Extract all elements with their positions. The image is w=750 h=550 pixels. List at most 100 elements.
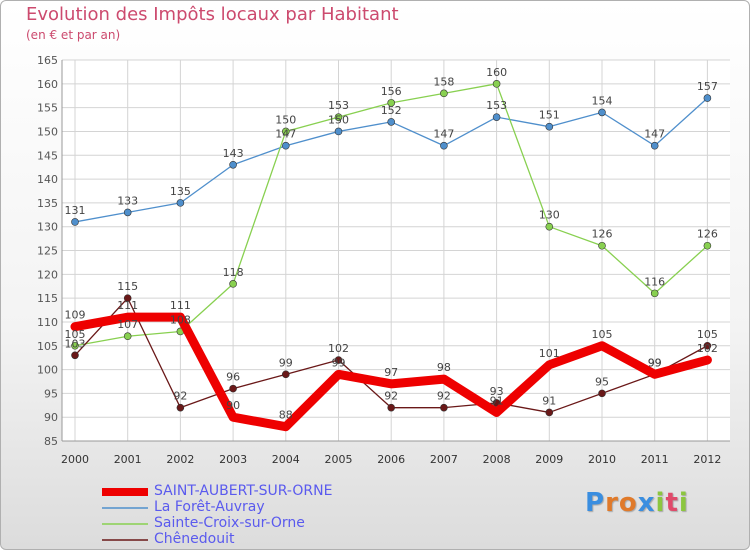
data-point bbox=[492, 80, 501, 88]
data-label: 101 bbox=[539, 347, 560, 360]
data-point bbox=[176, 199, 185, 207]
data-point bbox=[123, 332, 132, 341]
data-point bbox=[545, 122, 554, 131]
legend-label: Chênedouit bbox=[154, 531, 235, 547]
y-tick-label: 145 bbox=[37, 149, 58, 162]
data-label: 115 bbox=[117, 280, 138, 293]
y-tick-label: 120 bbox=[37, 268, 58, 281]
x-tick-label: 2010 bbox=[588, 453, 616, 466]
logo-letter: i bbox=[678, 488, 689, 518]
legend-item: SAINT-AUBERT-SUR-ORNE bbox=[100, 483, 360, 500]
series-line-0 bbox=[70, 312, 712, 432]
legend-label: SAINT-AUBERT-SUR-ORNE bbox=[154, 483, 333, 499]
data-label: 156 bbox=[381, 85, 402, 98]
data-point bbox=[598, 241, 606, 250]
y-tick-label: 100 bbox=[37, 364, 58, 377]
data-label: 91 bbox=[490, 394, 504, 407]
data-label: 96 bbox=[226, 371, 240, 384]
data-point bbox=[334, 113, 343, 121]
chart-subtitle: (en € et par an) bbox=[26, 28, 121, 42]
data-label: 95 bbox=[595, 375, 609, 388]
x-tick-label: 2012 bbox=[693, 453, 721, 466]
data-point bbox=[650, 289, 659, 298]
data-label: 157 bbox=[697, 80, 718, 93]
data-label: 135 bbox=[170, 185, 191, 198]
data-label: 133 bbox=[117, 194, 138, 207]
data-point bbox=[545, 222, 554, 231]
y-tick-label: 90 bbox=[44, 411, 58, 424]
data-label: 160 bbox=[486, 66, 507, 79]
data-label: 131 bbox=[65, 204, 86, 217]
data-label: 153 bbox=[328, 99, 349, 112]
data-label: 103 bbox=[65, 337, 86, 350]
legend-swatch bbox=[102, 523, 148, 525]
legend-label: Sainte-Croix-sur-Orne bbox=[154, 515, 305, 531]
data-label: 90 bbox=[226, 399, 240, 412]
x-tick-label: 2002 bbox=[166, 453, 194, 466]
data-label: 111 bbox=[117, 299, 138, 312]
x-tick-label: 2005 bbox=[325, 453, 353, 466]
chart-title: Evolution des Impôts locaux par Habitant bbox=[26, 4, 399, 25]
legend-swatch bbox=[102, 507, 148, 509]
x-tick-label: 2004 bbox=[272, 453, 300, 466]
data-label: 105 bbox=[697, 328, 718, 341]
data-point bbox=[71, 351, 79, 360]
data-point bbox=[387, 99, 396, 107]
data-label: 150 bbox=[275, 113, 296, 126]
y-tick-label: 135 bbox=[37, 197, 58, 210]
data-point bbox=[281, 141, 290, 150]
legend-swatch bbox=[102, 488, 148, 496]
y-tick-label: 165 bbox=[37, 54, 58, 67]
data-point bbox=[703, 241, 712, 250]
data-label: 105 bbox=[65, 328, 86, 341]
x-tick-label: 2003 bbox=[219, 453, 247, 466]
data-point bbox=[123, 294, 132, 302]
y-tick-label: 140 bbox=[37, 173, 58, 186]
y-tick-label: 110 bbox=[37, 316, 58, 329]
y-tick-label: 155 bbox=[37, 102, 58, 115]
y-tick-label: 125 bbox=[37, 245, 58, 258]
data-label: 154 bbox=[592, 94, 613, 107]
data-label: 99 bbox=[648, 356, 662, 369]
logo-letter: r bbox=[605, 488, 619, 518]
data-point bbox=[492, 113, 501, 121]
chart-legend: SAINT-AUBERT-SUR-ORNE La Forêt-Auvray Sain… bbox=[100, 483, 360, 548]
data-label: 147 bbox=[433, 128, 454, 141]
legend-label: La Forêt-Auvray bbox=[154, 499, 265, 515]
y-tick-label: 150 bbox=[37, 125, 58, 138]
legend-item: Sainte-Croix-sur-Orne bbox=[100, 515, 360, 532]
data-point bbox=[281, 127, 290, 136]
legend-item: La Forêt-Auvray bbox=[100, 499, 360, 516]
data-label: 118 bbox=[223, 266, 244, 279]
logo-letter: i bbox=[655, 488, 666, 518]
data-label: 99 bbox=[332, 356, 346, 369]
legend-swatch bbox=[102, 539, 148, 541]
data-point bbox=[598, 108, 606, 117]
data-label: 126 bbox=[697, 228, 718, 241]
data-label: 92 bbox=[437, 390, 451, 403]
x-tick-label: 2006 bbox=[377, 453, 405, 466]
data-point bbox=[440, 403, 448, 412]
y-tick-label: 105 bbox=[37, 340, 58, 353]
legend-item: Chênedouit bbox=[100, 531, 360, 548]
data-point bbox=[229, 160, 237, 169]
x-tick-label: 2009 bbox=[535, 453, 563, 466]
data-label: 111 bbox=[170, 299, 191, 312]
data-label: 98 bbox=[437, 361, 451, 374]
data-label: 105 bbox=[592, 328, 613, 341]
data-point bbox=[71, 341, 79, 350]
data-label: 99 bbox=[648, 356, 662, 369]
data-label: 153 bbox=[486, 99, 507, 112]
x-tick-label: 2011 bbox=[641, 453, 669, 466]
data-point bbox=[387, 403, 396, 412]
data-point bbox=[440, 141, 448, 150]
y-tick-label: 115 bbox=[37, 292, 58, 305]
data-label: 150 bbox=[328, 113, 349, 126]
data-label: 92 bbox=[173, 390, 187, 403]
data-point bbox=[387, 118, 396, 126]
data-point bbox=[229, 384, 237, 393]
y-tick-label: 85 bbox=[44, 435, 58, 448]
data-label: 152 bbox=[381, 104, 402, 117]
data-point bbox=[176, 403, 185, 412]
